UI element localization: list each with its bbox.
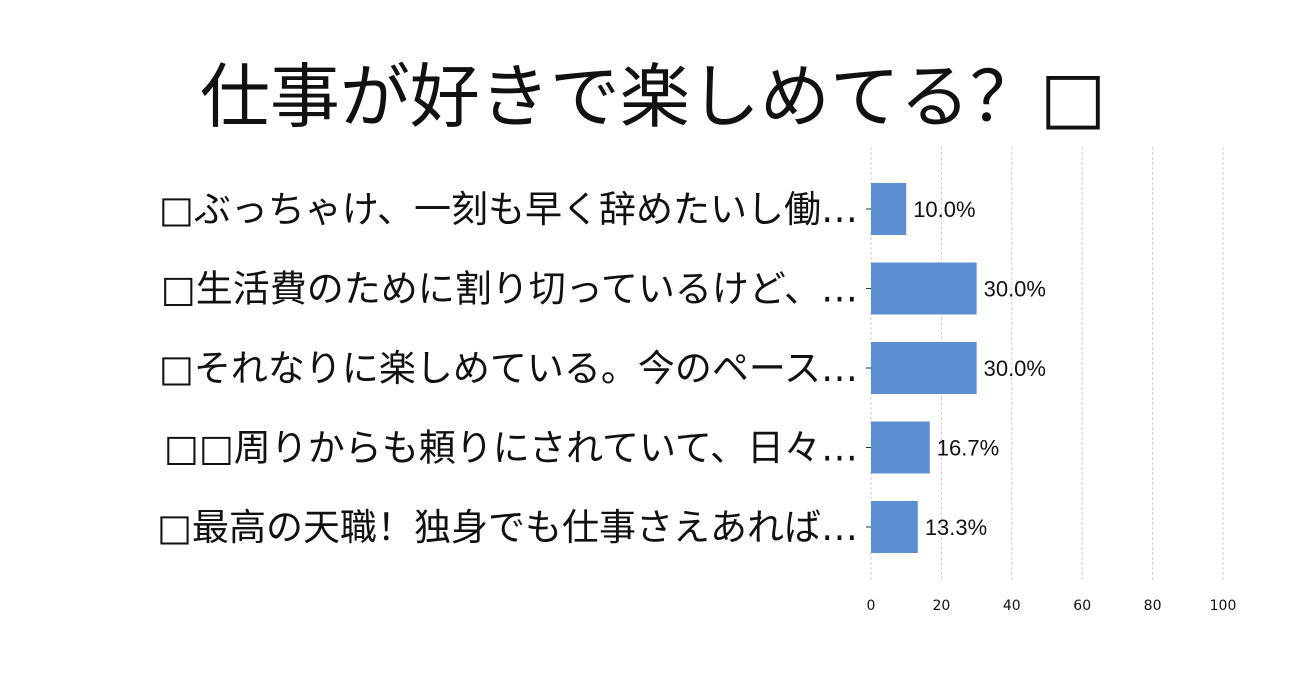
labels-layer: □ぶっちゃけ、一刻も早く辞めたいし働… 10.0% □生活費のために割り切っているけ… [157,188,1046,549]
category-label-1: □生活費のために割り切っているけど、… [161,268,858,311]
bar-3 [871,421,930,474]
category-label-4: □最高の天職！独身でも仕事さえあれば… [157,506,858,549]
value-label-2: 30.0% [984,356,1046,381]
x-tick-label-20: 20 [932,598,950,614]
x-tick-label-40: 40 [1003,598,1021,614]
category-label-3: □□周りからも頼りにされていて、日々… [164,427,858,470]
category-label-0: □ぶっちゃけ、一刻も早く辞めたいし働… [159,188,858,231]
category-label-2: □それなりに楽しめている。今のペース… [159,347,858,390]
x-axis: 0 20 40 60 80 100 [866,208,1237,614]
bars-layer [871,183,977,553]
x-tick-label-80: 80 [1144,598,1162,614]
bar-2 [871,342,977,394]
bar-4 [871,501,918,553]
x-tick-label-0: 0 [867,598,876,614]
bar-0 [871,183,907,235]
value-label-4: 13.3% [925,515,987,540]
x-tick-label-100: 100 [1210,598,1237,614]
value-label-3: 16.7% [937,436,999,461]
chart-title-text: 仕事が好きで楽しめてる？ [199,56,1040,138]
x-tick-label-60: 60 [1073,598,1091,614]
chart-title-glyph: □ [1039,56,1107,138]
chart-title: 仕事が好きで楽しめてる？□ [0,52,1306,142]
value-label-1: 30.0% [984,277,1046,302]
bar-1 [871,262,977,315]
value-label-0: 10.0% [913,197,975,222]
